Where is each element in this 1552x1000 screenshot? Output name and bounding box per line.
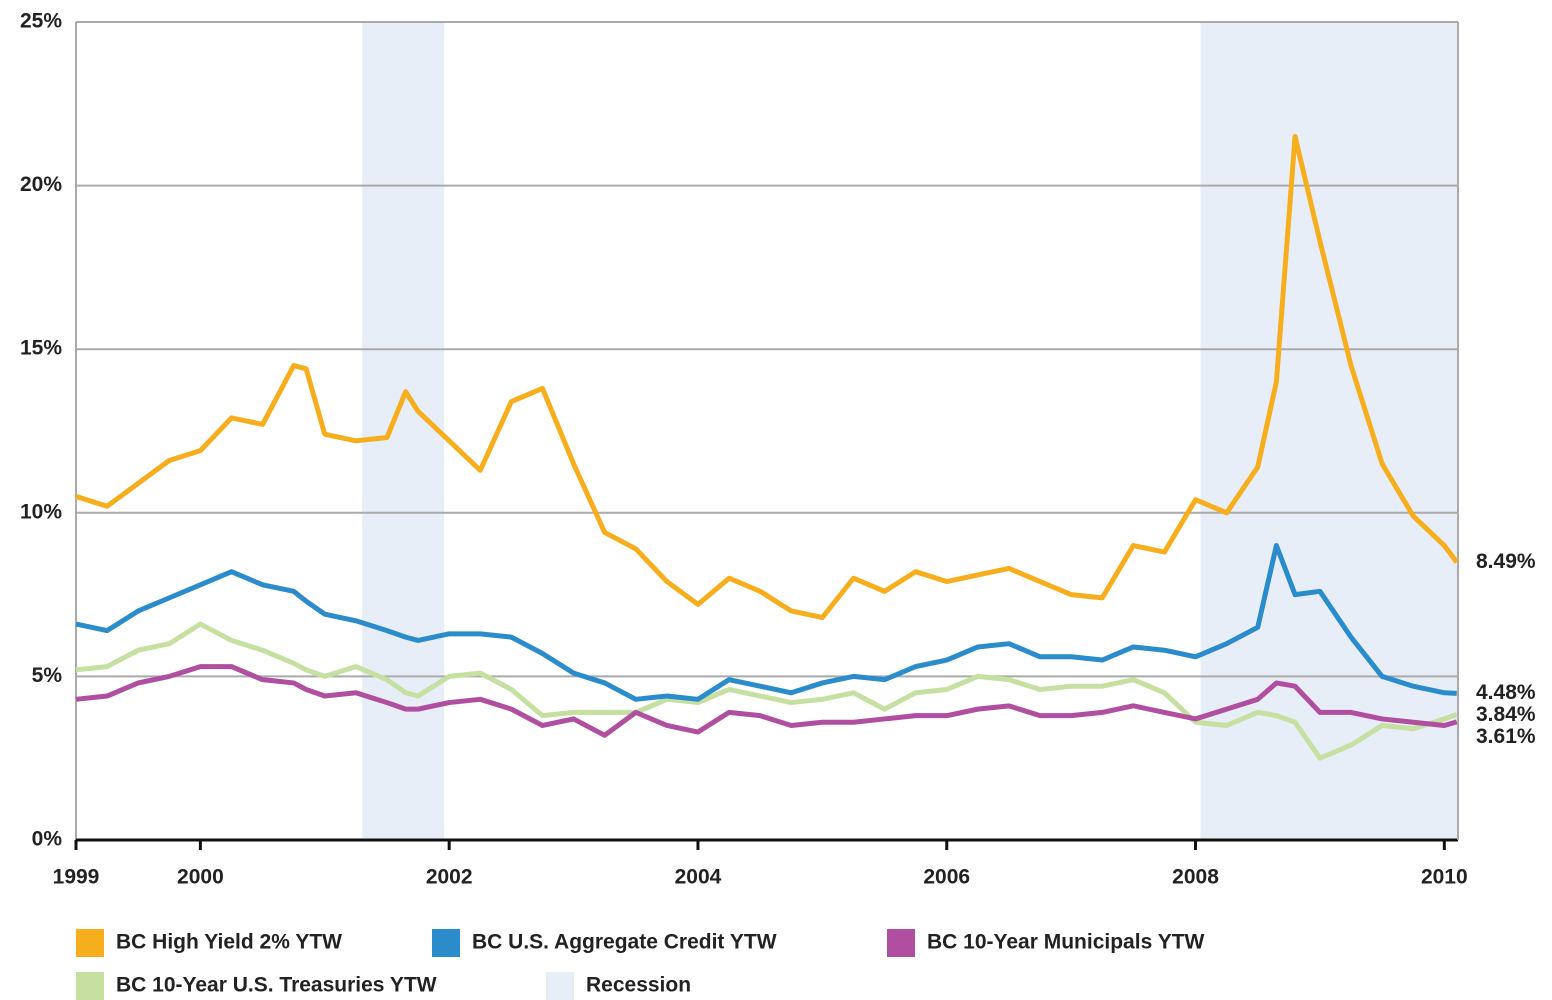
x-tick-label: 2008 [1172, 866, 1219, 889]
x-tick-label: 2010 [1421, 866, 1468, 889]
legend-swatch [432, 929, 460, 957]
x-tick-label: 2002 [426, 866, 473, 889]
legend-swatch [76, 972, 104, 1000]
x-tick-label: 2000 [177, 866, 224, 889]
y-tick-label: 20% [20, 173, 62, 196]
end-label: 4.48% [1476, 681, 1536, 704]
legend-swatch [76, 929, 104, 957]
end-label: 3.61% [1476, 725, 1536, 748]
legend-label: BC High Yield 2% YTW [116, 931, 342, 954]
series-line [75, 543, 1457, 702]
x-tick-label: 2004 [675, 866, 722, 889]
y-tick-label: 15% [20, 337, 62, 360]
series-line [75, 134, 1459, 621]
end-label: 8.49% [1476, 550, 1536, 573]
end-label: 3.84% [1476, 703, 1536, 726]
y-tick-label: 5% [32, 664, 63, 687]
legend-label: BC 10-Year U.S. Treasuries YTW [116, 974, 437, 997]
y-tick-label: 25% [20, 10, 62, 33]
legend-label: BC U.S. Aggregate Credit YTW [472, 931, 777, 954]
legend-label: Recession [586, 974, 691, 997]
y-tick-label: 10% [20, 500, 62, 523]
x-tick-label: 1999 [53, 866, 100, 889]
series-line [75, 621, 1458, 761]
legend-label: BC 10-Year Municipals YTW [927, 931, 1205, 954]
x-tick-label: 2006 [923, 866, 970, 889]
legend-swatch [887, 929, 915, 957]
legend-swatch [546, 972, 574, 1000]
recession-band [1200, 22, 1458, 840]
series-line [75, 664, 1458, 738]
recession-band [362, 22, 445, 840]
y-tick-label: 0% [32, 828, 63, 851]
